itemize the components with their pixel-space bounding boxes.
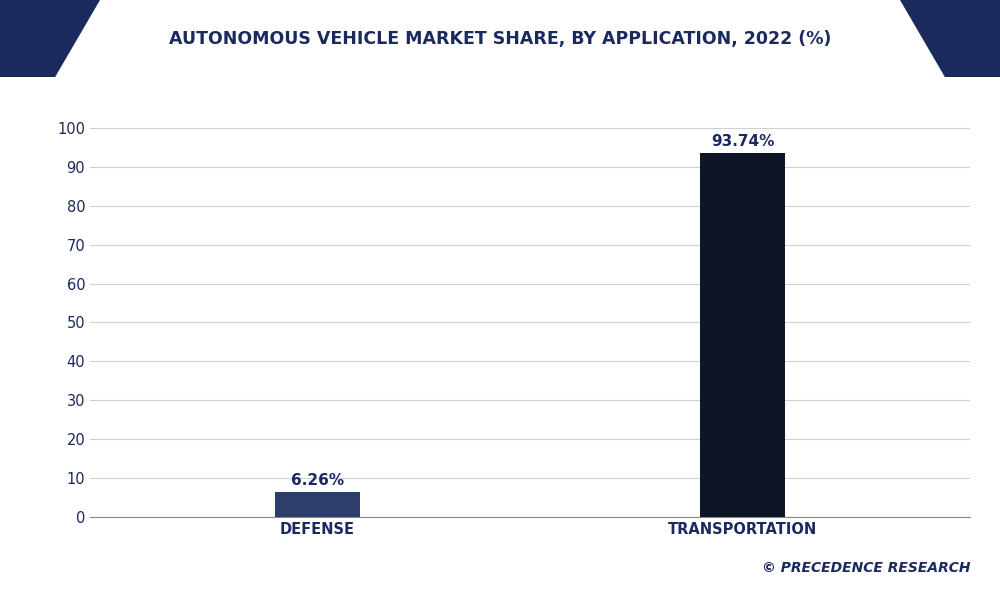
Text: 6.26%: 6.26%	[291, 473, 344, 488]
Text: 93.74%: 93.74%	[711, 134, 775, 148]
Polygon shape	[900, 0, 1000, 77]
Text: AUTONOMOUS VEHICLE MARKET SHARE, BY APPLICATION, 2022 (%): AUTONOMOUS VEHICLE MARKET SHARE, BY APPL…	[169, 30, 831, 48]
Bar	[700, 153, 785, 517]
Text: © PRECEDENCE RESEARCH: © PRECEDENCE RESEARCH	[762, 561, 970, 575]
Polygon shape	[0, 0, 100, 77]
Bar	[275, 492, 360, 517]
